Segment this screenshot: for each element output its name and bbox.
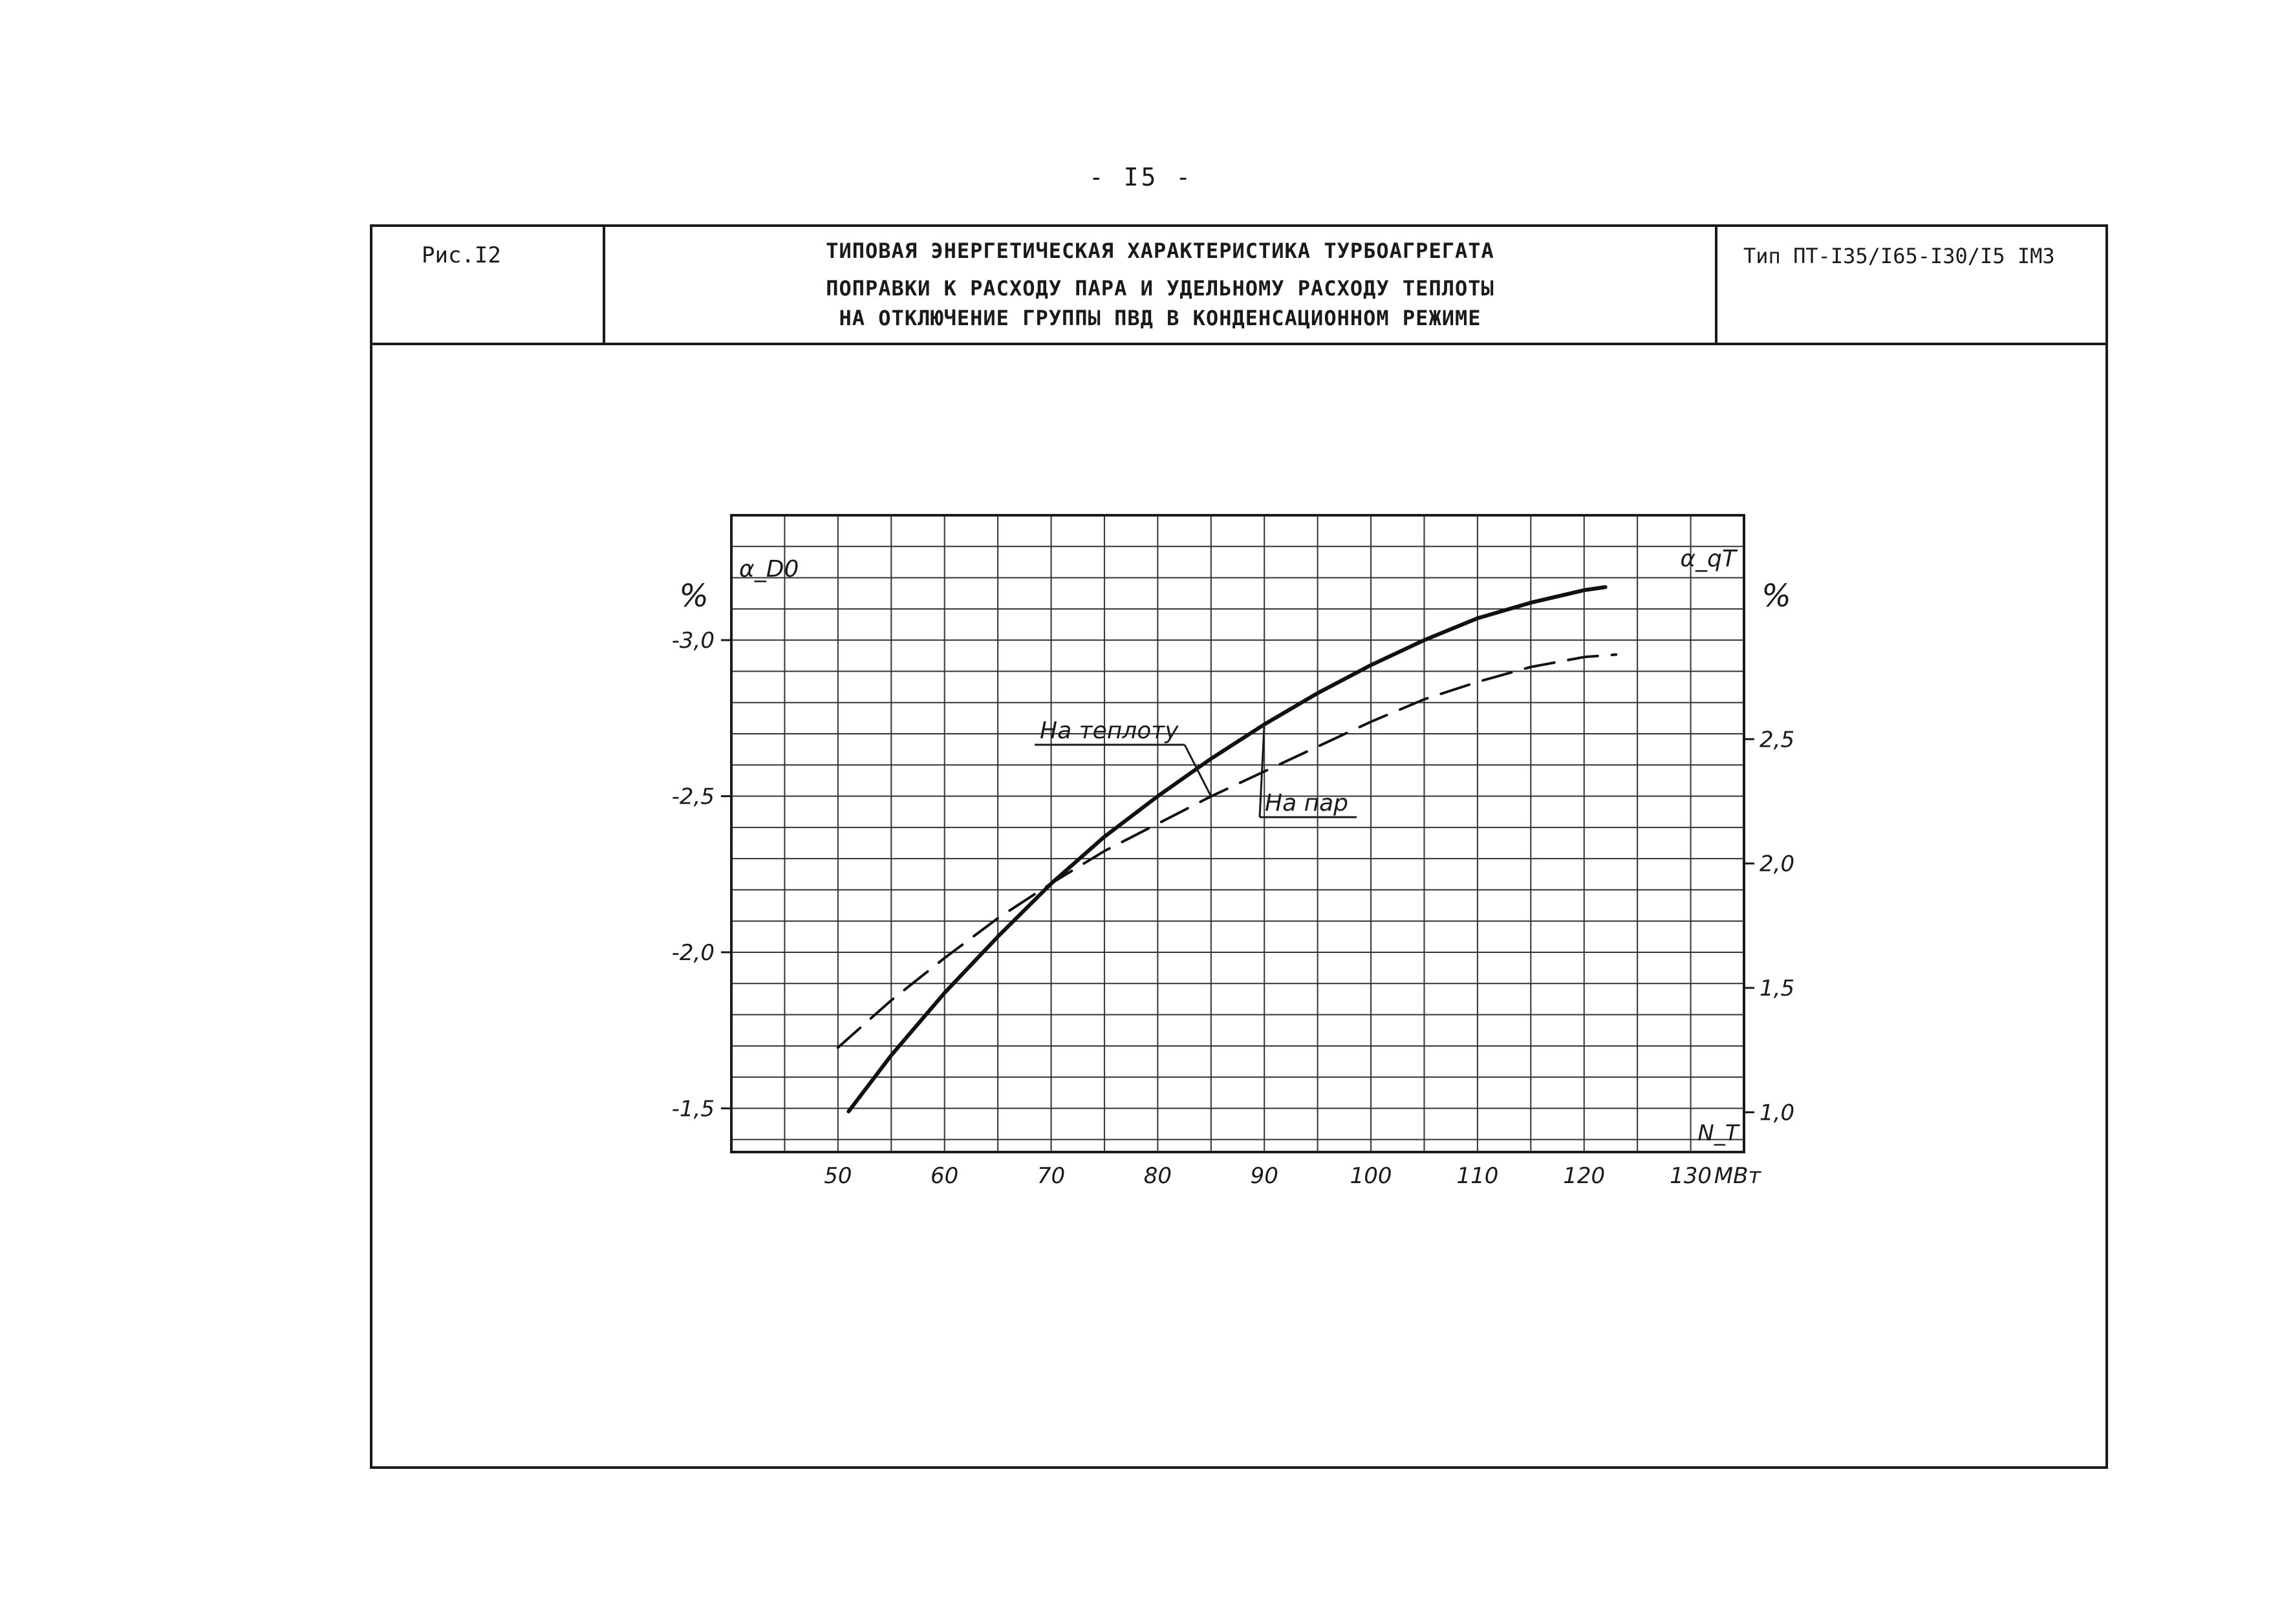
x-tick-label: 120: [1563, 1163, 1605, 1189]
turbine-type-label: Тип ПТ-I35/I65-I30/I5 ІМЗ: [1743, 244, 2055, 268]
series-label-steam-leader: [1258, 724, 1265, 818]
title-cell: ТИПОВАЯ ЭНЕРГЕТИЧЕСКАЯ ХАРАКТЕРИСТИКА ТУ…: [605, 227, 1717, 343]
x-tick-label: 70: [1037, 1163, 1065, 1189]
chart-curves: [836, 585, 1618, 1114]
y-right-tick-label: 1,0: [1760, 1100, 1794, 1126]
series-curve-1: [846, 585, 1608, 1114]
y-right-tick-label: 2,5: [1760, 727, 1794, 753]
x-tick-label: 110: [1456, 1163, 1498, 1189]
y-left-tick-label: -2,5: [672, 784, 715, 810]
y-left-tick-label: -1,5: [672, 1096, 715, 1122]
title-line-1: ТИПОВАЯ ЭНЕРГЕТИЧЕСКАЯ ХАРАКТЕРИСТИКА ТУ…: [826, 239, 1494, 263]
chart-labels: 50 60 70 80 90 100 110 120 130 МВт N_T -3,0 -2,5 -2,0…: [672, 546, 1794, 1189]
title-block: Рис.I2 ТИПОВАЯ ЭНЕРГЕТИЧЕСКАЯ ХАРАКТЕРИС…: [372, 227, 2105, 345]
y-left-tick-label: -2,0: [672, 940, 715, 966]
x-axis-unit: МВт: [1714, 1163, 1762, 1189]
x-tick-label: 90: [1251, 1163, 1278, 1189]
y-right-tick-label: 1,5: [1760, 976, 1794, 1001]
y-right-tick-label: 2,0: [1760, 851, 1794, 877]
page-number: - I5 -: [1088, 163, 1194, 191]
figure-label: Рис.I2: [422, 242, 501, 268]
x-tick-label: 100: [1350, 1163, 1392, 1189]
series-curve-0: [836, 653, 1618, 1049]
y-left-tick-label: -3,0: [672, 628, 715, 654]
y-right-symbol: α_qT: [1680, 546, 1738, 572]
y-right-unit: %: [1761, 578, 1791, 614]
x-tick-label: 80: [1144, 1163, 1172, 1189]
y-left-symbol: α_D0: [739, 556, 799, 582]
x-tick-label: 50: [824, 1163, 852, 1189]
plot-border: [730, 514, 1745, 1153]
x-axis-symbol: N_T: [1697, 1120, 1739, 1146]
series-label-heat-leader: [1183, 744, 1212, 797]
drawing-frame: Рис.I2 ТИПОВАЯ ЭНЕРГЕТИЧЕСКАЯ ХАРАКТЕРИС…: [370, 224, 2108, 1469]
type-cell: Тип ПТ-I35/I65-I30/I5 ІМЗ: [1717, 227, 2108, 343]
series-label-heat: На теплоту: [1040, 718, 1179, 744]
chart-grid: [731, 515, 1744, 1152]
y-left-unit: %: [679, 578, 709, 614]
series-label-steam: На пар: [1265, 790, 1348, 817]
x-tick-label: 60: [931, 1163, 958, 1189]
figure-cell: Рис.I2: [372, 227, 605, 343]
title-line-2: ПОПРАВКИ К РАСХОДУ ПАРА И УДЕЛЬНОМУ РАСХ…: [826, 276, 1494, 301]
title-line-3: НА ОТКЛЮЧЕНИЕ ГРУППЫ ПВД В КОНДЕНСАЦИОНН…: [839, 306, 1481, 330]
x-tick-label: 130: [1670, 1163, 1712, 1189]
